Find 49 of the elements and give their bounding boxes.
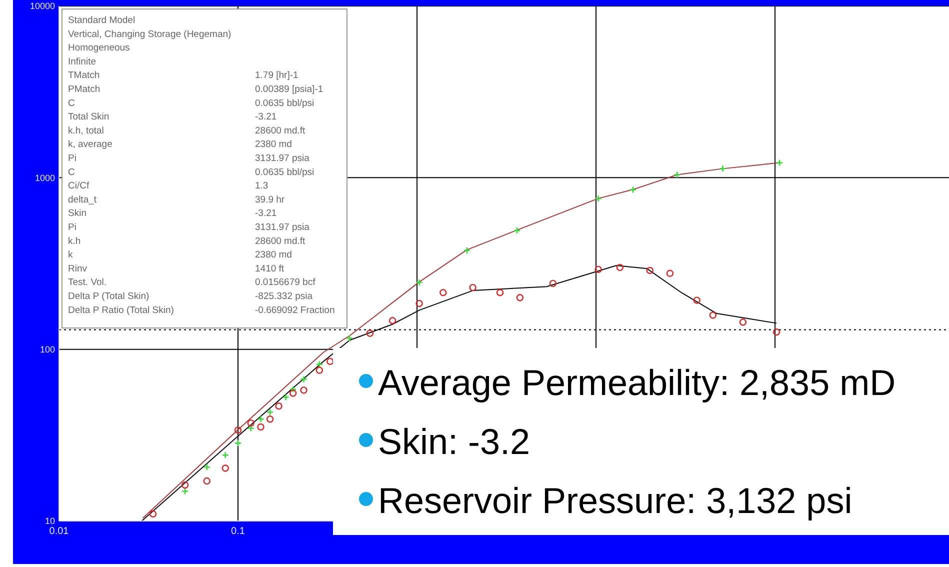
annotation: 2380 md [255,250,292,261]
annotation: 2380 md [255,139,292,150]
annotation: 0.0156679 bcf [255,277,316,288]
annotation: -825.332 psia [255,291,314,302]
annotation: Average Permeability: 2,835 mD [378,362,896,403]
y-tick-label: 1000 [34,172,55,183]
y-tick-label: 10 [44,516,55,526]
annotation: k, average [68,139,112,150]
annotation: -3.21 [255,208,277,220]
annotation: Total Skin [68,112,110,123]
annotation: 0.0635 bbl/psi [255,98,314,109]
annotation: Test. Vol. [68,277,107,288]
annotation: Homogeneous [68,42,130,54]
annotation: -0.669092 Fraction [255,304,335,316]
annotation: delta_t [68,194,97,206]
annotation: 28600 md.ft [255,236,306,247]
annotation: 3131.97 psia [255,222,310,233]
annotation: PMatch [68,84,100,95]
annotation: 28600 md.ft [255,125,306,136]
annotation: 0.0635 bbl/psi [255,166,314,178]
annotation: k [68,250,73,261]
annotation: Pi [68,153,76,164]
annotation: k.h, total [68,125,104,136]
annotation: 1.3 [255,180,268,192]
annotation: C [68,98,75,109]
annotation: Pi [68,222,76,233]
annotation: Reservoir Pressure: 3,132 psi [378,480,852,521]
y-tick-label: 100 [40,344,55,354]
annotation: -3.21 [255,112,277,123]
annotation: C [68,166,75,178]
annotation: Delta P Ratio (Total Skin) [68,304,174,316]
x-tick-label: 0.01 [49,526,70,537]
annotation: 1410 ft [255,263,284,274]
annotation: Vertical, Changing Storage (Hegeman) [68,28,232,40]
annotation: TMatch [68,70,100,82]
annotation: Skin [68,208,86,220]
annotation: Delta P (Total Skin) [68,291,150,302]
annotation: Rinv [68,263,88,274]
y-tick-label: 10000 [30,1,55,12]
annotation: Infinite [68,56,96,68]
annotation: k.h [68,236,81,247]
annotation: Skin: -3.2 [378,421,530,462]
annotation: Standard Model [68,15,136,26]
x-tick-label: 0.1 [231,526,246,537]
annotation: 0.00389 [psia]-1 [255,84,324,95]
annotation: 39.9 hr [255,194,285,206]
annotation: 1.79 [hr]-1 [255,70,298,82]
annotation: 3131.97 psia [255,153,310,164]
annotation: Ci/Cf [68,180,90,192]
